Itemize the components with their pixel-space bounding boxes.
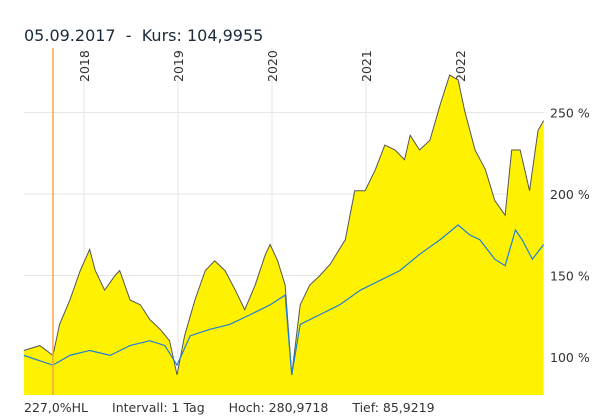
y-tick-label: 150 % — [550, 269, 590, 284]
x-tick-label: 2020 — [265, 50, 280, 82]
chart-footer: 227,0%HL Intervall: 1 Tag Hoch: 280,9718… — [24, 400, 435, 415]
y-tick-label: 100 % — [550, 350, 590, 365]
benchmark-line — [23, 224, 545, 376]
low-label: Tief: 85,9219 — [352, 400, 435, 415]
x-tick-label: 2018 — [77, 50, 92, 82]
y-tick-label: 200 % — [550, 187, 590, 202]
price-chart: 100 % 150 % 200 % 250 % 2018 2019 2020 2021 2022 — [23, 48, 590, 395]
price-line — [23, 74, 545, 376]
y-tick-label: 250 % — [550, 106, 590, 121]
high-label: Hoch: 280,9718 — [228, 400, 329, 415]
interval-label[interactable]: Intervall: 1 Tag — [112, 400, 205, 415]
range-label: 227,0%HL — [24, 400, 89, 415]
chart-title: 05.09.2017 - Kurs: 104,9955 — [24, 26, 264, 45]
x-tick-label: 2021 — [359, 50, 374, 82]
x-tick-label: 2022 — [453, 50, 468, 82]
x-tick-label: 2019 — [171, 50, 186, 82]
price-area — [23, 75, 544, 395]
